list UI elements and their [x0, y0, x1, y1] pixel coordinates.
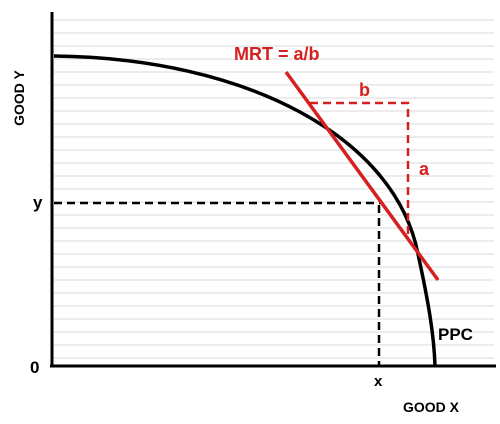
grid-lines	[54, 19, 494, 359]
tangent-line	[284, 70, 440, 282]
x-axis-label: GOOD X	[403, 399, 460, 415]
slope-triangle	[310, 101, 410, 236]
rise-label: a	[419, 159, 430, 179]
ppc-curve	[53, 54, 437, 367]
origin-label: 0	[30, 358, 39, 377]
point-y-label: y	[33, 193, 43, 212]
ppc-curve-label: PPC	[438, 325, 473, 344]
run-label: b	[359, 80, 370, 100]
point-x-label: x	[374, 373, 383, 390]
y-axis-label: GOOD Y	[11, 69, 27, 125]
tangent-label: MRT = a/b	[234, 44, 320, 64]
